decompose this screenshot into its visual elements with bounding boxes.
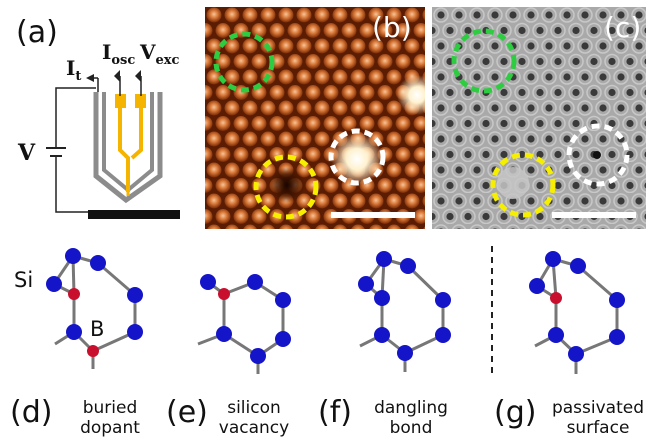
sample-plate — [88, 210, 180, 219]
tip-electrode-left — [115, 94, 126, 108]
yellow-circle-c — [490, 152, 556, 218]
scale-bar — [331, 212, 415, 218]
bright-feature-edge — [397, 75, 425, 115]
b-label: B — [90, 317, 105, 341]
circuit-wire — [55, 87, 96, 213]
dark-spot — [593, 151, 601, 159]
caption-d-text: buried dopant — [80, 398, 140, 438]
schematic-diagram — [0, 0, 200, 230]
tip-body — [118, 106, 143, 192]
yellow-circle — [253, 154, 319, 220]
structure-f — [358, 251, 451, 372]
structure-d — [46, 248, 143, 369]
stm-image — [205, 7, 425, 229]
panel-b-label: (b) — [372, 11, 412, 44]
structures — [0, 236, 656, 376]
structure-e — [197, 274, 291, 374]
panel-a-label: (a) — [16, 15, 58, 50]
tip-electrode-right — [135, 94, 146, 108]
afm-image — [432, 7, 646, 229]
green-circle — [213, 31, 275, 93]
caption-f-letter: (f) — [318, 395, 352, 430]
caption-d-letter: (d) — [10, 395, 53, 430]
caption-f-text: dangling bond — [374, 398, 448, 438]
scale-bar-c — [552, 212, 636, 218]
arrow-iosc — [114, 70, 120, 82]
caption-e-text: silicon vacancy — [218, 398, 290, 438]
arrow-vexc — [135, 70, 141, 82]
dark-feature — [269, 167, 305, 203]
arrow-it — [86, 74, 94, 82]
caption-e-letter: (e) — [166, 395, 208, 430]
caption-g-text: passivated surface — [551, 398, 645, 438]
caption-g-letter: (g) — [494, 395, 537, 430]
label-v: V — [18, 140, 36, 166]
si-label: Si — [14, 268, 34, 292]
white-circle — [328, 128, 386, 186]
afm-lattice — [432, 7, 646, 229]
green-circle-c — [451, 28, 517, 94]
label-iosc: Iosc — [102, 40, 136, 68]
label-it: It — [66, 56, 82, 84]
bright-feature — [331, 133, 383, 185]
pale-feature — [497, 167, 529, 199]
panel-c-label: (c) — [604, 11, 642, 44]
tip-shield — [93, 92, 163, 204]
label-vexc: Vexc — [140, 40, 180, 68]
white-circle-c — [566, 123, 630, 187]
structure-g — [529, 251, 625, 374]
